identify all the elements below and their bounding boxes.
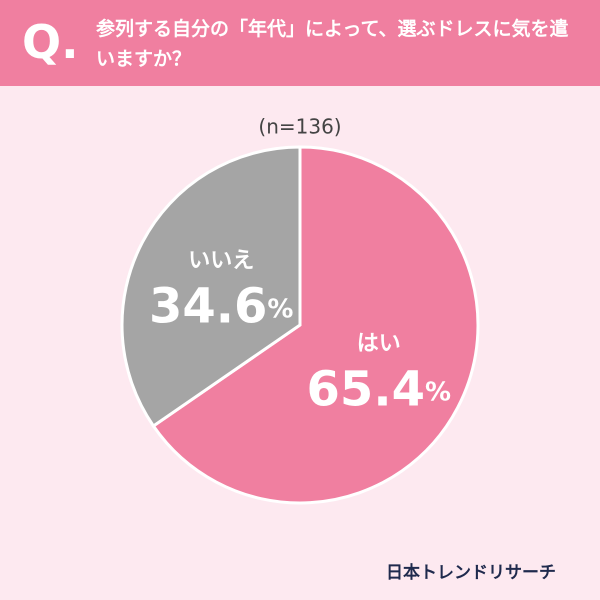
pie-slice [151,145,480,505]
pie-slice [120,145,302,429]
slice-label: はい [357,331,401,356]
slice-label: いいえ [188,249,254,274]
value-label: 34.6% [149,279,294,335]
value-label: 65.4% [307,361,452,417]
question-mark: Q. [22,15,79,69]
sample-size: (n=136) [258,115,341,139]
chart-title: 参列する自分の「年代」によって、選ぶドレスに気を遣いますか？ [96,18,569,70]
chart: (n=136) 日本トレンドリサーチ はい 65.4% いいえ 34.6% [120,115,556,583]
header: Q. 参列する自分の「年代」によって、選ぶドレスに気を遣いますか？ [0,0,600,86]
source: 日本トレンドリサーチ [386,562,556,583]
